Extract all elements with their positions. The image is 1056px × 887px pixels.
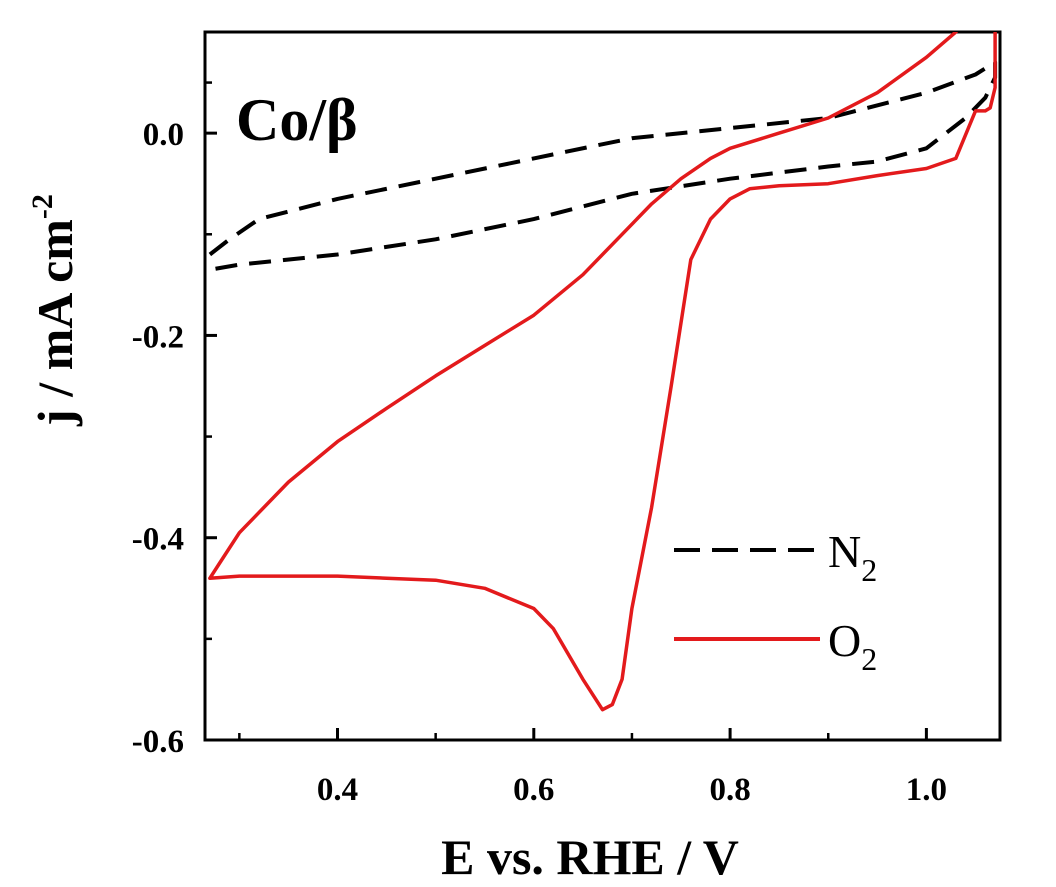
- plot-frame: [203, 30, 1002, 742]
- series-layer: [208, 32, 998, 712]
- legend-label-n2-main: N: [828, 526, 861, 577]
- x-tick-label: 0.8: [709, 772, 750, 808]
- panel-label: Co/β: [236, 87, 358, 153]
- y-axis-title-superscript: -2: [26, 194, 59, 219]
- y-axis: 0.0 -0.2 -0.4 -0.6: [132, 81, 217, 760]
- legend-label-n2-sub: 2: [861, 552, 877, 588]
- legend-label-n2: N2: [828, 526, 877, 588]
- y-axis-title-main: j / mA cm: [27, 219, 83, 427]
- legend-label-o2-sub: 2: [861, 641, 877, 677]
- legend: N2 O2: [674, 526, 877, 677]
- legend-label-o2: O2: [828, 615, 877, 677]
- legend-label-o2-main: O: [828, 615, 861, 666]
- y-tick-label: -0.4: [132, 522, 184, 558]
- x-axis: 0.4 0.6 0.8 1.0: [238, 728, 947, 808]
- x-tick-label: 1.0: [906, 772, 947, 808]
- x-tick-label: 0.4: [317, 772, 358, 808]
- y-tick-label: -0.2: [132, 319, 184, 355]
- y-tick-label: 0.0: [143, 117, 184, 153]
- y-tick-label: -0.6: [132, 724, 184, 760]
- x-axis-title: E vs. RHE / V: [441, 829, 739, 885]
- series-line-o2: [208, 32, 997, 712]
- y-axis-title: j / mA cm-2: [26, 194, 83, 427]
- x-tick-label: 0.6: [513, 772, 554, 808]
